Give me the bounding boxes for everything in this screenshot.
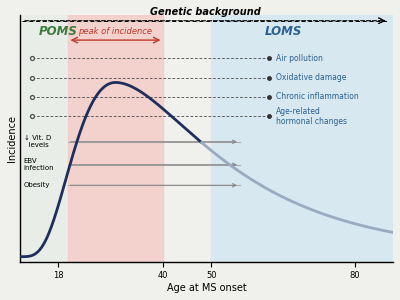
Text: Chronic inflammation: Chronic inflammation — [276, 92, 358, 101]
Text: Age-related
hormonal changes: Age-related hormonal changes — [276, 106, 347, 126]
Text: Air pollution: Air pollution — [276, 54, 323, 63]
Y-axis label: Incidence: Incidence — [7, 115, 17, 162]
Text: LOMS: LOMS — [264, 25, 302, 38]
Bar — [20, 15, 163, 262]
Bar — [211, 15, 393, 262]
Text: POMS: POMS — [39, 25, 78, 38]
Text: EBV
infection: EBV infection — [24, 158, 54, 171]
Text: ↓ Vit. D
  levels: ↓ Vit. D levels — [24, 135, 51, 148]
Text: Oxidative damage: Oxidative damage — [276, 73, 346, 82]
X-axis label: Age at MS onset: Age at MS onset — [166, 283, 246, 293]
Text: peak of incidence: peak of incidence — [78, 28, 152, 37]
Text: Genetic background: Genetic background — [150, 7, 260, 17]
Text: Obesity: Obesity — [24, 182, 50, 188]
Bar — [68, 15, 163, 262]
